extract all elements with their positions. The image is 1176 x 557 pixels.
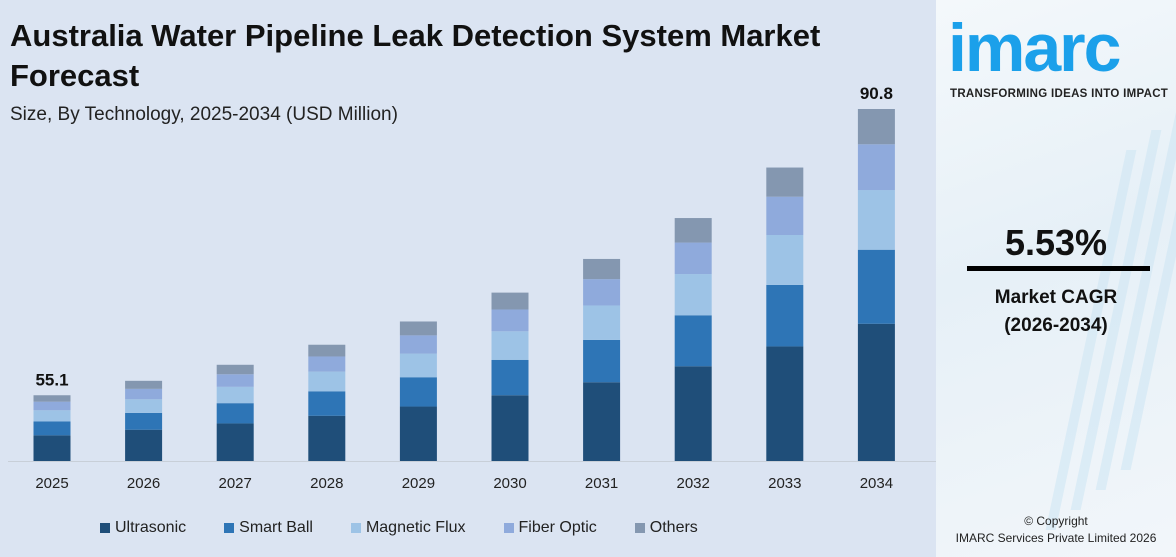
x-tick-label: 2034	[860, 475, 893, 492]
legend-label: Smart Ball	[239, 519, 313, 536]
data-label: 90.8	[860, 84, 893, 103]
bar-segment-others	[674, 218, 712, 243]
bar-segment-smart-ball	[308, 391, 346, 416]
chart-subtitle: Size, By Technology, 2025-2034 (USD Mill…	[10, 104, 398, 125]
bar-segment-magnetic-flux	[308, 371, 346, 392]
legend-swatch	[503, 523, 514, 533]
side-panel: imarc TRANSFORMING IDEAS INTO IMPACT 5.5…	[936, 0, 1176, 557]
bar-segment-others	[125, 380, 163, 389]
x-tick-label: 2028	[310, 475, 343, 492]
divider	[967, 266, 1150, 271]
x-tick-label: 2027	[219, 475, 252, 492]
bar-segment-fiber-optic	[491, 309, 529, 332]
bar-segment-magnetic-flux	[857, 190, 895, 250]
bar-segment-fiber-optic	[674, 242, 712, 275]
bar-segment-ultrasonic	[491, 395, 529, 461]
bar-segment-others	[399, 321, 437, 336]
bar-segment-ultrasonic	[216, 423, 254, 461]
x-tick-label: 2031	[585, 475, 618, 492]
bar-segment-ultrasonic	[33, 435, 71, 461]
cagr-period: (2026-2034)	[1004, 315, 1108, 336]
cagr-label: Market CAGR (2026-2034)	[936, 284, 1176, 340]
bar-segment-fiber-optic	[857, 144, 895, 191]
bar-segment-fiber-optic	[125, 388, 163, 400]
bar-segment-ultrasonic	[857, 323, 895, 461]
bar-segment-others	[766, 167, 804, 197]
data-label: 55.1	[35, 370, 68, 389]
copyright: © Copyright IMARC Services Private Limit…	[936, 513, 1176, 547]
x-tick-label: 2032	[677, 475, 710, 492]
bar-segment-smart-ball	[674, 315, 712, 367]
bar-segment-magnetic-flux	[216, 386, 254, 404]
legend-label: Ultrasonic	[115, 519, 187, 536]
bar-segment-smart-ball	[583, 339, 621, 383]
bar-segment-smart-ball	[491, 359, 529, 396]
bar-segment-smart-ball	[33, 421, 71, 436]
legend-item: Fiber Optic	[503, 519, 597, 537]
copyright-symbol: © Copyright	[1024, 514, 1088, 528]
bar-segment-smart-ball	[857, 249, 895, 324]
legend-item: Magnetic Flux	[350, 519, 466, 537]
legend: Ultrasonic Smart Ball Magnetic Flux Fiber O…	[100, 519, 736, 537]
x-tick-label: 2033	[768, 475, 801, 492]
bar-segment-magnetic-flux	[491, 331, 529, 360]
bar-segment-ultrasonic	[308, 415, 346, 461]
x-tick-label: 2029	[402, 475, 435, 492]
bar-segment-others	[583, 258, 621, 280]
legend-item: Others	[634, 519, 698, 537]
bar-segment-magnetic-flux	[674, 274, 712, 316]
logo-tagline: TRANSFORMING IDEAS INTO IMPACT	[950, 88, 1169, 100]
bar-segment-others	[491, 292, 529, 310]
bar-segment-ultrasonic	[674, 366, 712, 461]
cagr-label-text: Market CAGR	[994, 287, 1118, 308]
bar-segment-others	[33, 395, 71, 402]
legend-label: Fiber Optic	[518, 519, 597, 536]
legend-label: Others	[649, 519, 698, 536]
bar-segment-fiber-optic	[216, 374, 254, 387]
bar-segment-magnetic-flux	[33, 410, 71, 422]
bar-segment-smart-ball	[399, 377, 437, 407]
bar-segment-magnetic-flux	[766, 235, 804, 285]
bar-segment-fiber-optic	[766, 196, 804, 236]
bar-segment-magnetic-flux	[583, 305, 621, 340]
bar-segment-others	[857, 109, 895, 145]
bar-segment-fiber-optic	[583, 279, 621, 306]
legend-item: Ultrasonic	[100, 519, 186, 537]
legend-label: Magnetic Flux	[365, 519, 466, 536]
bar-segment-magnetic-flux	[125, 399, 163, 413]
copyright-company: IMARC Services Private Limited 2026	[955, 531, 1157, 545]
legend-item: Smart Ball	[224, 519, 313, 537]
legend-swatch	[634, 523, 645, 533]
bar-segment-fiber-optic	[308, 356, 346, 372]
bar-segment-fiber-optic	[399, 335, 437, 354]
bar-segment-fiber-optic	[33, 401, 71, 411]
legend-swatch	[350, 523, 361, 533]
x-tick-label: 2030	[493, 475, 526, 492]
bar-segment-ultrasonic	[399, 406, 437, 461]
x-tick-label: 2026	[127, 475, 160, 492]
legend-swatch	[224, 523, 235, 533]
bar-segment-smart-ball	[125, 412, 163, 430]
bar-segment-magnetic-flux	[399, 353, 437, 378]
bar-segment-smart-ball	[766, 284, 804, 347]
chart-title: Australia Water Pipeline Leak Detection …	[10, 18, 821, 93]
x-tick-label: 2025	[35, 475, 68, 492]
stacked-bar-chart: 2025 55.1 2026 2027 2028 2029 2030 2031 2032 2033…	[8, 84, 936, 492]
imarc-logo: imarc	[948, 10, 1121, 86]
chart-area: Australia Water Pipeline Leak Detection …	[8, 18, 936, 537]
bar-segment-ultrasonic	[125, 429, 163, 461]
bar-segment-ultrasonic	[583, 382, 621, 461]
bar-segment-ultrasonic	[766, 346, 804, 461]
bar-segment-smart-ball	[216, 403, 254, 424]
cagr-value: 5.53%	[1004, 222, 1108, 263]
bar-segment-others	[216, 364, 254, 375]
bar-segment-others	[308, 344, 346, 357]
legend-swatch	[100, 523, 110, 533]
